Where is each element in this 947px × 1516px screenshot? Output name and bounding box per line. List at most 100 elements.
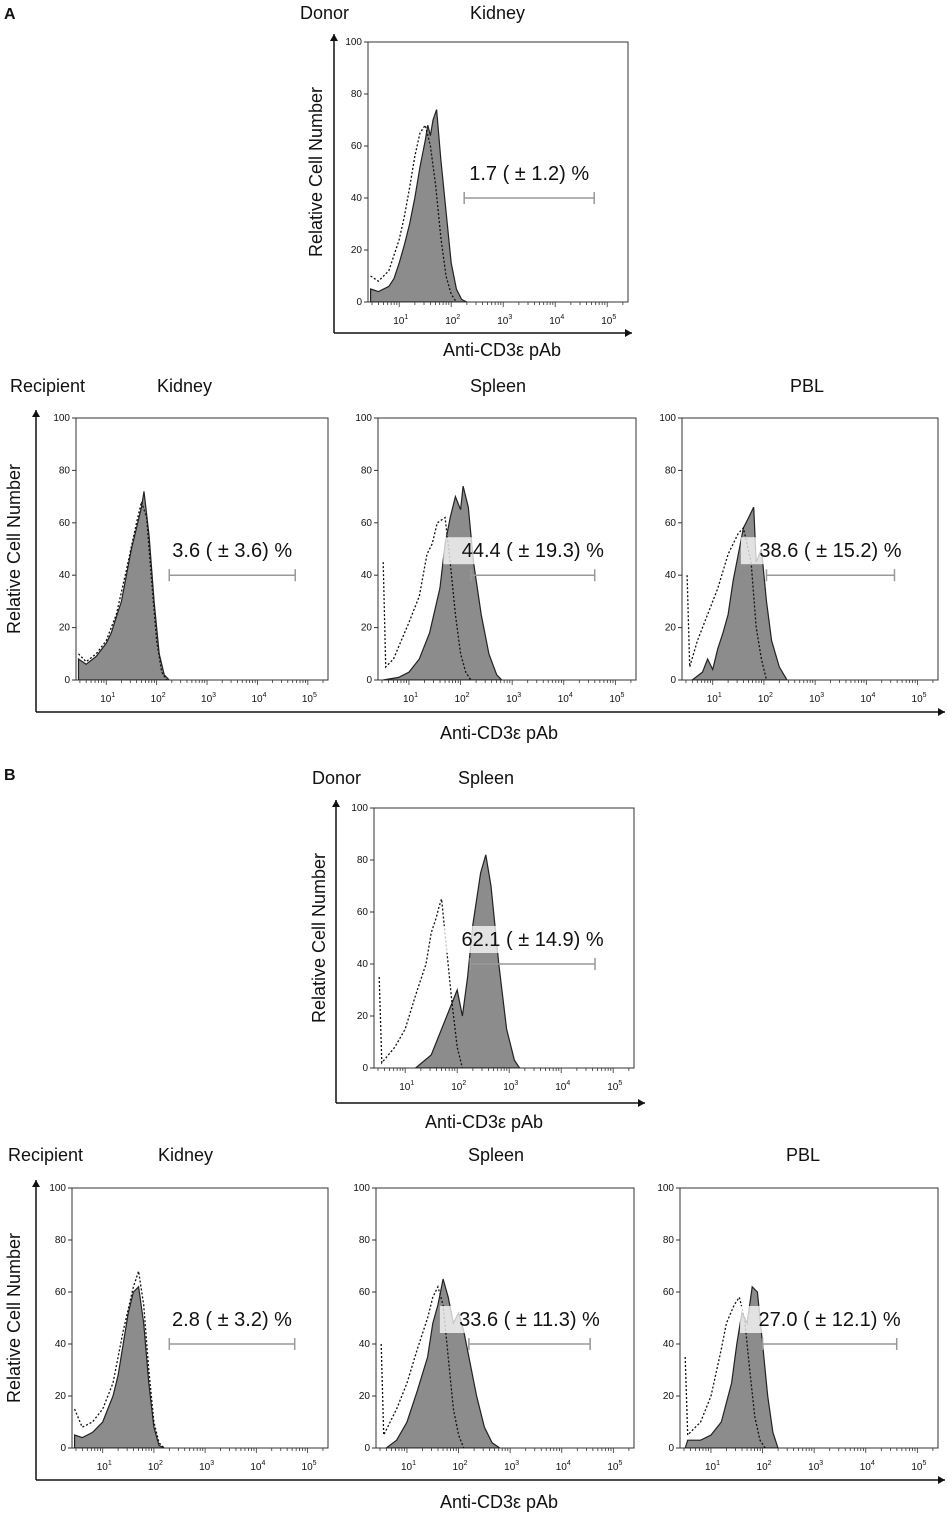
- row-label: Recipient: [10, 376, 85, 396]
- y-tick-label: 60: [359, 1287, 371, 1298]
- row-label: Recipient: [8, 1145, 83, 1165]
- histogram-traces: [378, 854, 521, 1068]
- y-tick-label: 100: [351, 803, 368, 814]
- y-tick-label: 80: [359, 1235, 371, 1246]
- x-tick-label: 102: [455, 692, 470, 705]
- y-tick-label: 20: [59, 623, 71, 634]
- y-tick-label: 100: [53, 413, 70, 424]
- x-tick-label: 102: [757, 1460, 772, 1473]
- annotation-backdrop: [443, 537, 623, 565]
- y-tick-label: 100: [353, 1183, 370, 1194]
- x-tick-label: 102: [445, 314, 460, 327]
- gate-percentage: 33.6 ( ± 11.3) %: [459, 1309, 600, 1331]
- x-tick-label: 103: [503, 1080, 518, 1093]
- y-tick-label: 20: [55, 1391, 67, 1402]
- y-axis-arrowhead: [32, 410, 40, 417]
- x-axis-arrowhead: [625, 329, 632, 337]
- annotation-backdrop: [450, 160, 608, 187]
- x-axis-arrowhead: [938, 1476, 945, 1484]
- x-tick-label: 105: [607, 1460, 622, 1473]
- y-tick-label: 20: [351, 245, 363, 256]
- gate-percentage: 44.4 ( ± 19.3) %: [462, 540, 604, 562]
- y-tick-label: 20: [357, 1011, 369, 1022]
- y-tick-label: 60: [59, 518, 71, 529]
- histogram-traces: [370, 109, 468, 302]
- y-tick-label: 0: [356, 297, 362, 308]
- row-label: Donor: [312, 768, 361, 788]
- histogram-b-recipient-pbl: PBL 0 20 40 60 80 100 101 102 103 104 105 27.0 ( ± 1…: [657, 1145, 939, 1473]
- histogram-b-recipient-spleen: Spleen 0 20 40 60 80 100 101 102 103 104 105 33.6 ( …: [353, 1145, 635, 1473]
- y-tick-label: 20: [663, 1391, 675, 1402]
- x-axis-label: Anti-CD3ε pAb: [440, 1492, 558, 1512]
- x-tick-label: 101: [97, 1460, 112, 1473]
- x-tick-label: 101: [393, 314, 408, 327]
- y-tick-label: 100: [355, 413, 372, 424]
- panel-title: Kidney: [470, 3, 525, 23]
- histogram-panels: Donor Kidney Relative Cell Number Anti-CD3ε…: [4, 3, 945, 1512]
- y-tick-label: 0: [64, 675, 70, 686]
- x-tick-label: 104: [549, 314, 564, 327]
- x-tick-label: 101: [705, 1460, 720, 1473]
- panel-title: PBL: [790, 376, 824, 396]
- y-axis-arrowhead: [330, 34, 338, 41]
- control-histogram: [684, 1295, 766, 1448]
- y-tick-label: 60: [361, 518, 373, 529]
- annotation-backdrop: [740, 537, 921, 565]
- control-histogram: [370, 123, 457, 302]
- x-axis-arrowhead: [938, 708, 945, 716]
- y-tick-label: 60: [351, 141, 363, 152]
- y-tick-label: 80: [665, 465, 677, 476]
- panel-title: PBL: [786, 1145, 820, 1165]
- y-tick-label: 100: [49, 1183, 66, 1194]
- y-tick-label: 60: [55, 1287, 67, 1298]
- y-tick-label: 60: [357, 907, 369, 918]
- x-tick-label: 101: [403, 692, 418, 705]
- panel-a-letter: A: [4, 6, 16, 23]
- gate-percentage: 62.1 ( ± 14.9) %: [462, 929, 604, 951]
- y-axis-arrowhead: [332, 800, 340, 807]
- x-tick-label: 102: [758, 692, 773, 705]
- y-tick-label: 40: [665, 570, 677, 581]
- x-tick-label: 104: [860, 1460, 875, 1473]
- y-tick-label: 80: [663, 1235, 675, 1246]
- y-tick-label: 80: [361, 465, 373, 476]
- y-tick-label: 0: [364, 1443, 370, 1454]
- x-tick-label: 103: [504, 1460, 519, 1473]
- x-tick-label: 104: [555, 1080, 570, 1093]
- y-tick-label: 40: [55, 1339, 67, 1350]
- y-tick-label: 80: [59, 465, 71, 476]
- panel-title: Spleen: [470, 376, 526, 396]
- stained-histogram: [77, 491, 170, 680]
- y-tick-label: 100: [657, 1183, 674, 1194]
- x-axis-label: Anti-CD3ε pAb: [425, 1112, 543, 1132]
- y-tick-label: 80: [55, 1235, 67, 1246]
- control-histogram: [380, 1284, 465, 1448]
- x-tick-label: 101: [399, 1080, 414, 1093]
- x-tick-label: 104: [558, 692, 573, 705]
- y-axis-label: Relative Cell Number: [4, 464, 24, 634]
- y-tick-label: 20: [361, 623, 373, 634]
- histogram-a-recipient-spleen: Spleen 0 20 40 60 80 100 101 102 103 104 105 44.4 ( …: [355, 376, 637, 705]
- x-axis-arrowhead: [638, 1099, 645, 1107]
- control-histogram: [382, 516, 472, 680]
- x-tick-label: 105: [302, 1460, 317, 1473]
- x-tick-label: 105: [912, 692, 927, 705]
- y-tick-label: 100: [659, 413, 676, 424]
- x-tick-label: 104: [250, 1460, 265, 1473]
- x-tick-label: 103: [808, 1460, 823, 1473]
- y-tick-label: 0: [668, 1443, 674, 1454]
- gate-percentage: 38.6 ( ± 15.2) %: [759, 540, 901, 562]
- histogram-a-recipient-kidney: Recipient Kidney Relative Cell Number Anti-…: [4, 376, 945, 743]
- y-tick-label: 60: [665, 518, 677, 529]
- y-tick-label: 40: [59, 570, 71, 581]
- x-tick-label: 103: [809, 692, 824, 705]
- x-tick-label: 103: [506, 692, 521, 705]
- gate-percentage: 27.0 ( ± 12.1) %: [759, 1309, 901, 1331]
- x-tick-label: 103: [497, 314, 512, 327]
- y-tick-label: 40: [359, 1339, 371, 1350]
- y-tick-label: 0: [670, 675, 676, 686]
- panel-title: Kidney: [158, 1145, 213, 1165]
- x-tick-label: 102: [453, 1460, 468, 1473]
- y-tick-label: 20: [665, 623, 677, 634]
- x-tick-label: 104: [860, 692, 875, 705]
